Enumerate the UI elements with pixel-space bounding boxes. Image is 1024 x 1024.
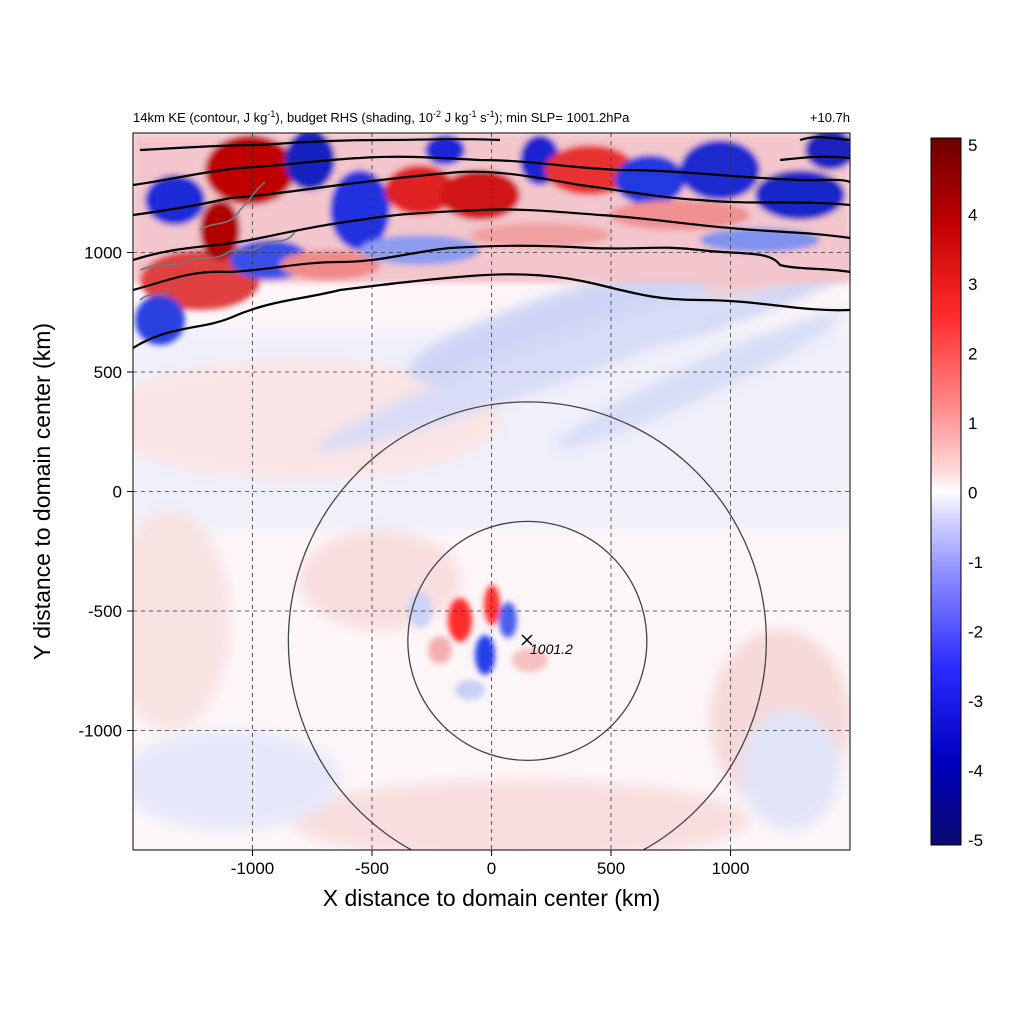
colorbar-tick-label: 3 (968, 275, 977, 294)
colorbar-tick-label: -2 (968, 623, 983, 642)
ke-contour-5 (133, 155, 850, 187)
colorbar-ticks: 5 4 3 2 1 0 -1 -2 -3 -4 -5 (968, 136, 983, 850)
chart-title: 14km KE (contour, J kg-1), budget RHS (s… (133, 109, 630, 125)
colorbar-tick-label: -4 (968, 762, 983, 781)
storm-center-marker (521, 634, 533, 646)
ke-contour-4 (133, 170, 850, 217)
x-tick-label: 1000 (712, 859, 750, 878)
ke-contour-7 (779, 155, 850, 162)
coastline (139, 181, 296, 301)
ke-contour-1 (133, 273, 850, 349)
tick-marks (127, 252, 731, 856)
y-tick-label: 0 (113, 483, 122, 502)
x-tick-label: -500 (355, 859, 389, 878)
ke-contour-6 (139, 138, 501, 152)
colorbar-tick-label: 0 (968, 484, 977, 503)
range-circles (287, 401, 767, 850)
y-tick-label: -500 (88, 602, 122, 621)
y-axis-title: Y distance to domain center (km) (29, 323, 55, 660)
colorbar-tick-label: -1 (968, 553, 983, 572)
y-tick-label: 500 (94, 363, 122, 382)
ke-contour-2 (133, 244, 850, 292)
colorbar-tick-label: -5 (968, 831, 983, 850)
ke-contour-8 (799, 136, 850, 142)
colorbar-tick-label: 4 (968, 206, 977, 225)
x-tick-label: 0 (487, 859, 496, 878)
y-tick-label: 1000 (84, 244, 122, 263)
x-axis-title: X distance to domain center (km) (323, 885, 660, 911)
y-tick-labels: 1000 500 0 -500 -1000 (79, 244, 122, 741)
x-tick-label: 500 (597, 859, 625, 878)
range-circle-500km (407, 520, 648, 762)
colorbar: 5 4 3 2 1 0 -1 -2 -3 -4 -5 (930, 136, 983, 850)
y-tick-label: -1000 (79, 722, 122, 741)
ke-contour-3 (133, 208, 850, 262)
colorbar-tick-label: 1 (968, 414, 977, 433)
colorbar-tick-label: -3 (968, 692, 983, 711)
min-slp-label: 1001.2 (530, 641, 573, 657)
colorbar-tick-label: 5 (968, 136, 977, 155)
x-tick-label: -1000 (231, 859, 274, 878)
range-circle-1000km (287, 401, 767, 850)
ke-contours (133, 136, 850, 349)
colorbar-tick-label: 2 (968, 345, 977, 364)
colorbar-gradient (930, 137, 962, 846)
chart-time-label: +10.7h (810, 110, 850, 125)
plot-area: 1001.2 (133, 133, 850, 850)
x-tick-labels: -1000 -500 0 500 1000 (231, 859, 750, 878)
